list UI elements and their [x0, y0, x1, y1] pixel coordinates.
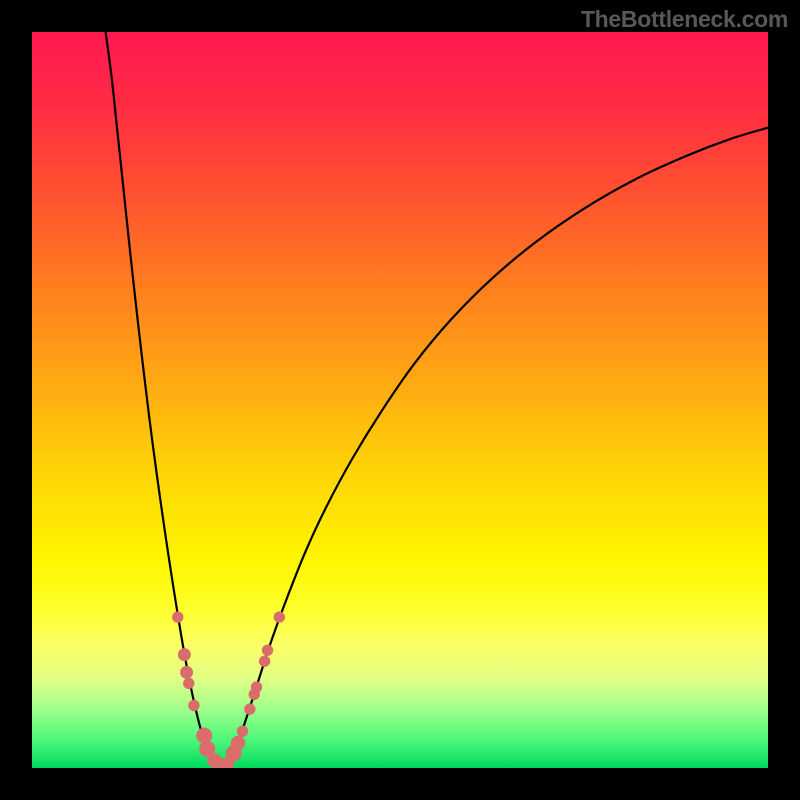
- curve-right: [222, 128, 768, 768]
- data-marker: [178, 649, 190, 661]
- data-marker: [274, 612, 284, 622]
- plot-area: [32, 32, 768, 768]
- data-marker: [181, 666, 193, 678]
- curve-left: [106, 32, 222, 768]
- data-marker: [259, 656, 269, 666]
- data-marker: [262, 645, 272, 655]
- chart-frame: TheBottleneck.com: [0, 0, 800, 800]
- data-marker: [251, 682, 261, 692]
- watermark-text: TheBottleneck.com: [581, 6, 788, 33]
- data-marker: [231, 736, 245, 750]
- curve-layer: [32, 32, 768, 768]
- data-marker: [245, 704, 255, 714]
- data-marker: [197, 728, 212, 743]
- data-marker: [189, 700, 199, 710]
- data-marker: [184, 678, 194, 688]
- markers-group: [173, 612, 285, 768]
- data-marker: [173, 612, 183, 622]
- data-marker: [237, 726, 247, 736]
